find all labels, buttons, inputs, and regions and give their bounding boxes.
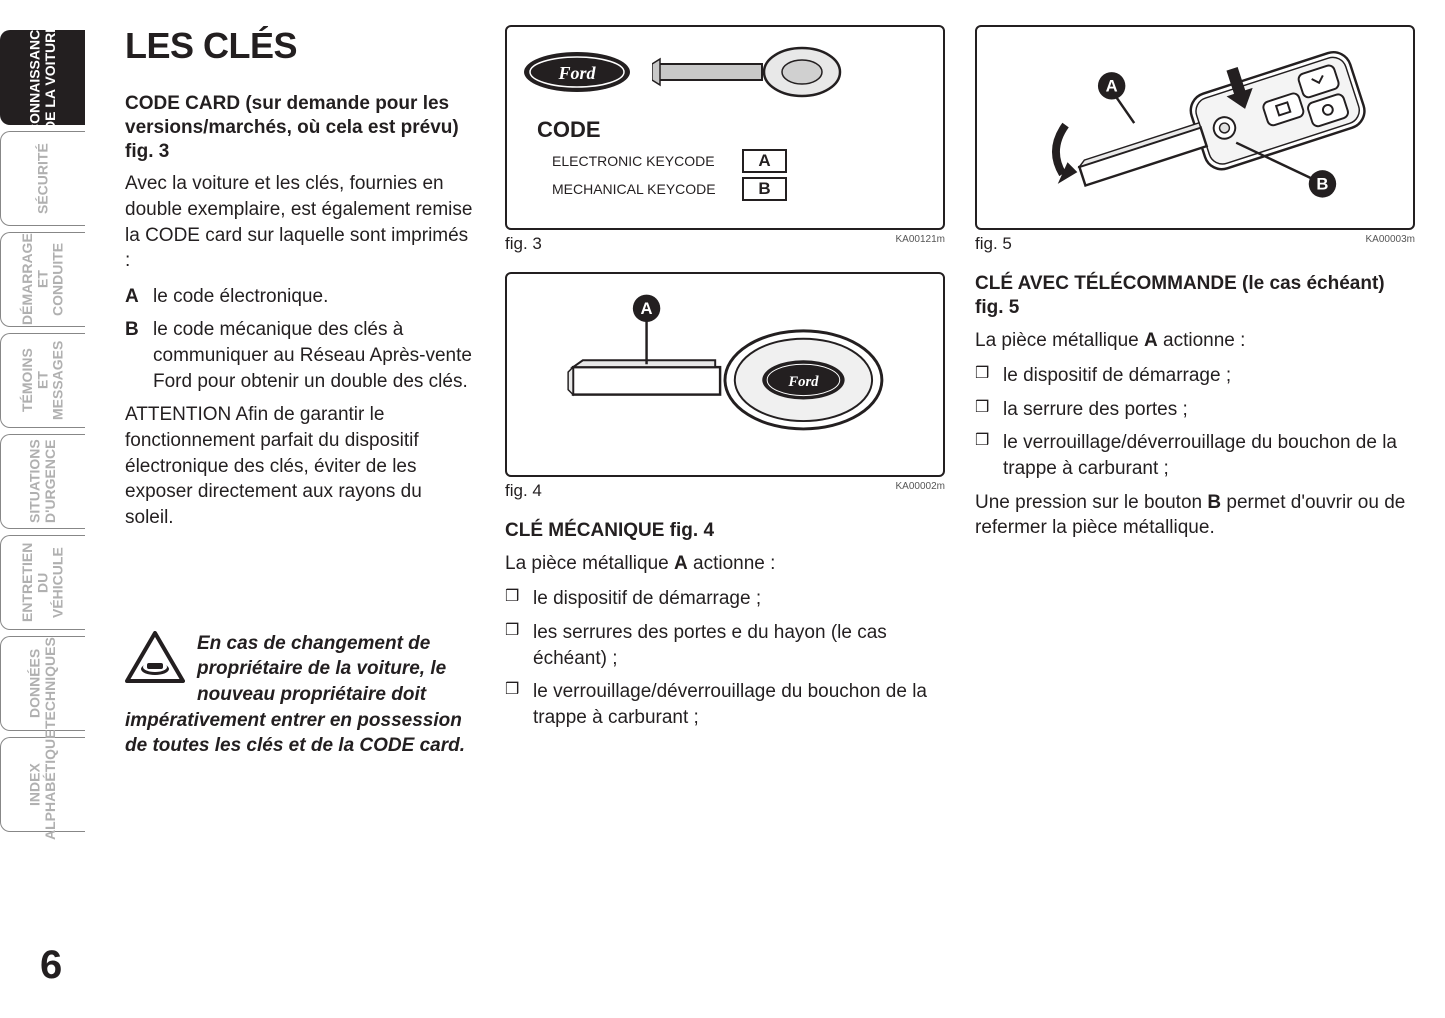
s2-bullet-3: ❒ le verrouillage/déverrouillage du bouc… — [505, 679, 945, 730]
bullet-icon: ❒ — [505, 679, 533, 730]
bullet-icon: ❒ — [505, 586, 533, 612]
column-1: LES CLÉS CODE CARD (sur demande pour les… — [125, 25, 475, 759]
tab-demarrage[interactable]: DÉMARRAGE ET CONDUITE — [0, 232, 85, 327]
section3-intro: La pièce métallique A actionne : — [975, 328, 1415, 354]
fig4-caption: fig. 4 — [505, 481, 542, 501]
section2-heading: CLÉ MÉCANIQUE fig. 4 — [505, 519, 945, 543]
section3-heading: CLÉ AVEC TÉLÉCOMMANDE (le cas échéant) f… — [975, 272, 1415, 320]
fig5-caption: fig. 5 — [975, 234, 1012, 254]
s3-bullet-3: ❒ le verrouillage/déverrouillage du bouc… — [975, 430, 1415, 481]
s3-b1-text: le dispositif de démarrage ; — [1003, 363, 1231, 389]
code-label: CODE — [537, 117, 928, 143]
ford-logo-icon: Ford — [522, 50, 632, 99]
section1-intro: Avec la voiture et les clés, fournies en… — [125, 171, 475, 274]
key-icon — [652, 42, 842, 107]
column-3: A B fig. 5 KA00003m CLÉ AVEC TÉLÉCOMMAND… — [975, 25, 1415, 759]
tab-index[interactable]: INDEX ALPHABÉTIQUE — [0, 737, 85, 832]
fig4-code: KA00002m — [896, 481, 945, 501]
svg-text:A: A — [1106, 77, 1118, 96]
figure-3: Ford CODE ELECTRONIC KEYCODE A — [505, 25, 945, 230]
fig3-caption: fig. 3 — [505, 234, 542, 254]
electronic-keycode-label: ELECTRONIC KEYCODE — [552, 153, 742, 169]
s2-b1-text: le dispositif de démarrage ; — [533, 586, 761, 612]
svg-text:Ford: Ford — [787, 374, 819, 390]
page-content: LES CLÉS CODE CARD (sur demande pour les… — [125, 25, 1415, 759]
section1-attention: ATTENTION Afin de garantir le fonctionne… — [125, 402, 475, 530]
mechanical-keycode-label: MECHANICAL KEYCODE — [552, 181, 742, 197]
fig3-caption-row: fig. 3 KA00121m — [505, 234, 945, 254]
s3-bullet-2: ❒ la serrure des portes ; — [975, 397, 1415, 423]
bullet-icon: ❒ — [975, 397, 1003, 423]
section2-intro: La pièce métallique A actionne : — [505, 551, 945, 577]
fig4-caption-row: fig. 4 KA00002m — [505, 481, 945, 501]
tab-connaissance[interactable]: CONNAISSANCE DE LA VOITURE — [0, 30, 85, 125]
bullet-icon: ❒ — [505, 620, 533, 671]
fig5-code: KA00003m — [1366, 234, 1415, 254]
svg-text:Ford: Ford — [557, 63, 596, 83]
s2-b2-text: les serrures des portes e du hayon (le c… — [533, 620, 945, 671]
def-a-letter: A — [125, 284, 153, 310]
electronic-keycode-row: ELECTRONIC KEYCODE A — [552, 149, 928, 173]
svg-text:B: B — [1316, 175, 1328, 194]
s2-bullet-2: ❒ les serrures des portes e du hayon (le… — [505, 620, 945, 671]
tab-donnees[interactable]: DONNÉES TECHNIQUES — [0, 636, 85, 731]
def-b: B le code mécanique des clés à communiqu… — [125, 317, 475, 394]
tab-entretien[interactable]: ENTRETIEN DU VÉHICULE — [0, 535, 85, 630]
warning-box: En cas de changement de propriétaire de … — [125, 631, 475, 759]
def-b-text: le code mécanique des clés à communiquer… — [153, 317, 475, 394]
def-b-letter: B — [125, 317, 153, 394]
svg-text:A: A — [641, 299, 653, 318]
mechanical-keycode-row: MECHANICAL KEYCODE B — [552, 177, 928, 201]
s2-b3-text: le verrouillage/déverrouillage du boucho… — [533, 679, 945, 730]
bullet-icon: ❒ — [975, 363, 1003, 389]
mechanical-keycode-box: B — [742, 177, 787, 201]
sidebar-tabs: CONNAISSANCE DE LA VOITURE SÉCURITÉ DÉMA… — [0, 30, 85, 832]
def-a: A le code électronique. — [125, 284, 475, 310]
tab-temoins[interactable]: TÉMOINS ET MESSAGES — [0, 333, 85, 428]
bullet-icon: ❒ — [975, 430, 1003, 481]
section3-outro: Une pression sur le bouton B permet d'ou… — [975, 490, 1415, 541]
fig3-code: KA00121m — [896, 234, 945, 254]
page-title: LES CLÉS — [125, 25, 475, 67]
section1-heading: CODE CARD (sur demande pour les versions… — [125, 92, 475, 163]
s2-bullet-1: ❒ le dispositif de démarrage ; — [505, 586, 945, 612]
s3-b3-text: le verrouillage/déverrouillage du boucho… — [1003, 430, 1415, 481]
s3-b2-text: la serrure des portes ; — [1003, 397, 1188, 423]
electronic-keycode-box: A — [742, 149, 787, 173]
figure-5: A B — [975, 25, 1415, 230]
page-number: 6 — [40, 943, 62, 988]
warning-icon — [125, 631, 185, 691]
def-a-text: le code électronique. — [153, 284, 328, 310]
fig5-caption-row: fig. 5 KA00003m — [975, 234, 1415, 254]
column-2: Ford CODE ELECTRONIC KEYCODE A — [505, 25, 945, 759]
tab-securite[interactable]: SÉCURITÉ — [0, 131, 85, 226]
s3-bullet-1: ❒ le dispositif de démarrage ; — [975, 363, 1415, 389]
tab-situations[interactable]: SITUATIONS D'URGENCE — [0, 434, 85, 529]
figure-4: Ford A — [505, 272, 945, 477]
